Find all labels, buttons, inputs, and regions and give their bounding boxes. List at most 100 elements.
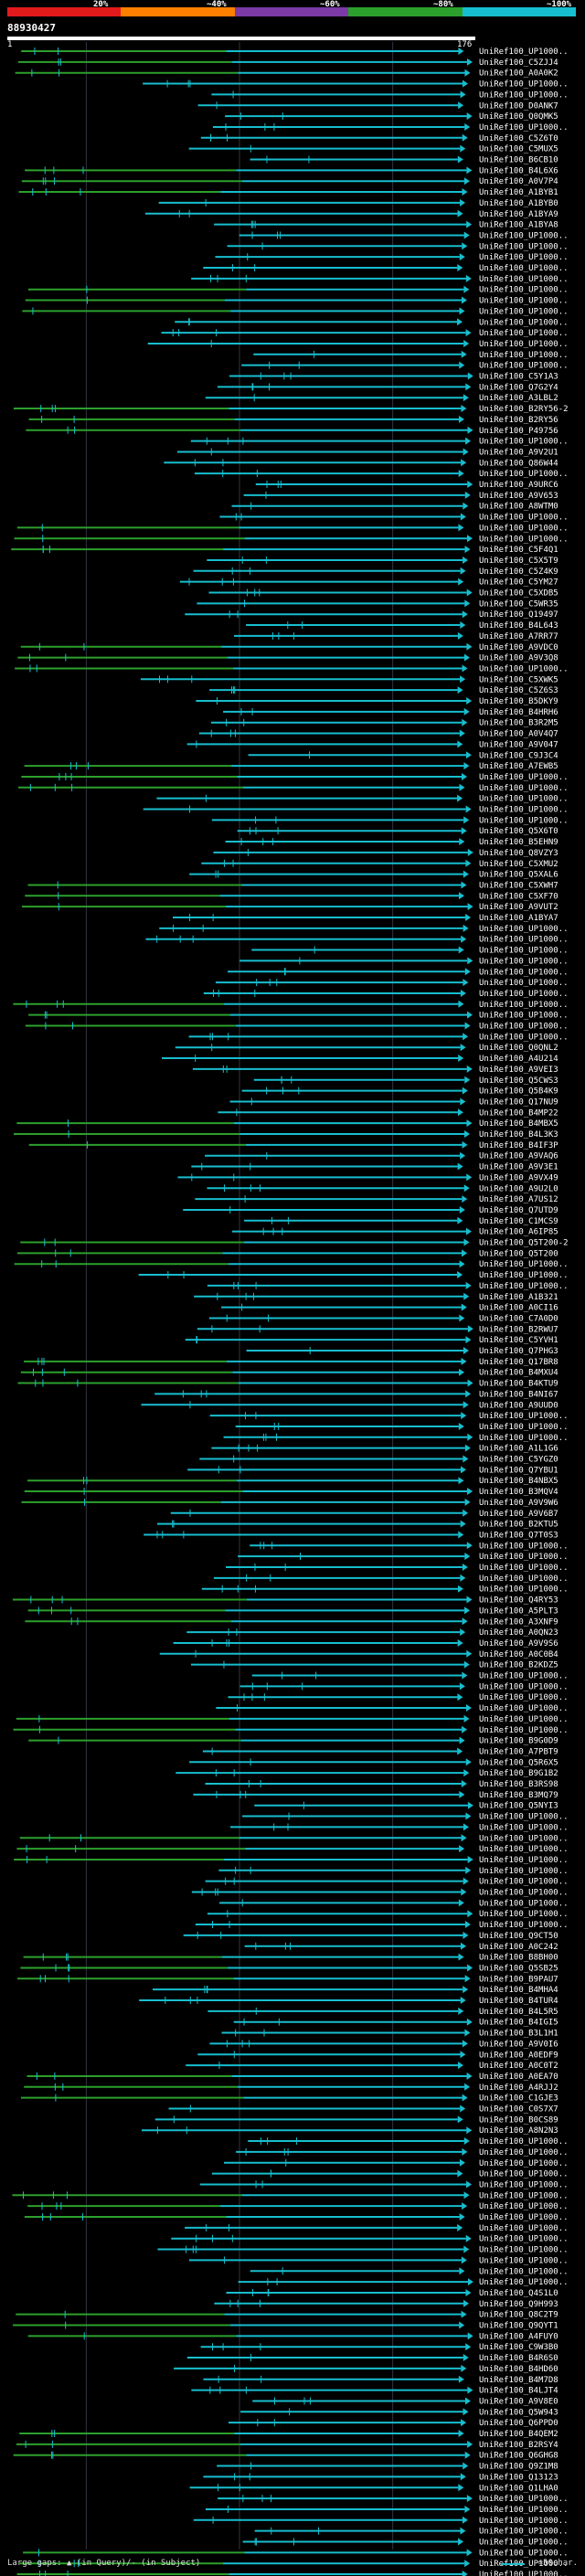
hit-row[interactable]: UniRef100_UP1000..	[212, 122, 569, 133]
hit-label[interactable]: UniRef100_UP1000..	[479, 1564, 569, 1573]
hit-label[interactable]: UniRef100_B4KTU9	[479, 1380, 558, 1389]
hit-label[interactable]: UniRef100_B4MBX5	[479, 1119, 558, 1129]
hit-row[interactable]: UniRef100_A3XNF9	[25, 1617, 558, 1627]
hit-label[interactable]: UniRef100_Q5CWS3	[479, 1076, 558, 1086]
hit-row[interactable]: UniRef100_B3MQV4	[24, 1488, 558, 1497]
hit-label[interactable]: UniRef100_B2RSY4	[479, 2441, 558, 2450]
hit-row[interactable]: UniRef100_A9V653	[243, 491, 558, 501]
hit-row[interactable]: UniRef100_C5Z6S3	[209, 686, 558, 695]
hit-row[interactable]: UniRef100_UP1000..	[239, 1682, 569, 1691]
hit-label[interactable]: UniRef100_UP1000..	[479, 1542, 569, 1551]
hit-row[interactable]: UniRef100_A9VAQ6	[205, 1151, 558, 1161]
hit-label[interactable]: UniRef100_C5F4Q1	[479, 546, 558, 555]
hit-row[interactable]: UniRef100_Q5B4K9	[241, 1087, 558, 1097]
hit-row[interactable]: UniRef100_UP1000..	[28, 285, 569, 295]
hit-row[interactable]: UniRef100_A9VEI3	[192, 1065, 558, 1075]
hit-label[interactable]: UniRef100_B5DKY9	[479, 697, 558, 706]
hit-row[interactable]: UniRef100_UP1000..	[218, 2495, 569, 2504]
hit-label[interactable]: UniRef100_Q6GHG8	[479, 2452, 558, 2461]
hit-label[interactable]: UniRef100_UP1000..	[479, 340, 569, 349]
hit-row[interactable]: UniRef100_UP1000..	[16, 524, 569, 533]
hit-label[interactable]: UniRef100_UP1000..	[479, 231, 569, 240]
hit-row[interactable]: UniRef100_UP1000..	[251, 946, 569, 956]
hit-row[interactable]: UniRef100_B4LJT4	[191, 2386, 558, 2396]
hit-row[interactable]: UniRef100_UP1000..	[145, 936, 569, 945]
hit-label[interactable]: UniRef100_UP1000..	[479, 2159, 569, 2168]
hit-label[interactable]: UniRef100_A9V8E0	[479, 2397, 558, 2406]
hit-label[interactable]: UniRef100_Q8C2T9	[479, 2311, 558, 2320]
hit-label[interactable]: UniRef100_UP1000..	[479, 1553, 569, 1562]
hit-row[interactable]: UniRef100_B5DKY9	[196, 697, 558, 706]
hit-row[interactable]: UniRef100_UP1000..	[207, 1910, 569, 1919]
hit-label[interactable]: UniRef100_C1GJE3	[479, 2094, 558, 2104]
hit-label[interactable]: UniRef100_A9VEI3	[479, 1065, 558, 1075]
hit-label[interactable]: UniRef100_UP1000..	[479, 535, 569, 544]
hit-row[interactable]: UniRef100_B4HRH6	[223, 707, 558, 717]
hit-label[interactable]: UniRef100_A9VUT2	[479, 903, 558, 912]
hit-row[interactable]: UniRef100_A8WTM0	[231, 502, 558, 512]
hit-row[interactable]: UniRef100_Q5SB25	[20, 1964, 558, 1973]
hit-label[interactable]: UniRef100_A0QN23	[479, 1628, 558, 1638]
hit-row[interactable]: UniRef100_B4KTU9	[17, 1379, 558, 1389]
hit-label[interactable]: UniRef100_UP1000..	[479, 2202, 569, 2211]
hit-row[interactable]: UniRef100_UP1000..	[242, 1812, 569, 1822]
hit-row[interactable]: UniRef100_A7EWB5	[24, 762, 558, 771]
hit-label[interactable]: UniRef100_UP1000..	[479, 2235, 569, 2244]
hit-row[interactable]: UniRef100_UP1000..	[250, 1542, 569, 1551]
hit-label[interactable]: UniRef100_Q9Z1M8	[479, 2463, 558, 2472]
hit-row[interactable]: UniRef100_A9VUT2	[21, 903, 558, 912]
hit-label[interactable]: UniRef100_UP1000..	[479, 1823, 569, 1832]
hit-row[interactable]: UniRef100_UP1000..	[201, 1585, 569, 1595]
hit-row[interactable]: UniRef100_A1BYA7	[173, 914, 558, 923]
hit-row[interactable]: UniRef100_Q5NYI3	[254, 1801, 558, 1811]
hit-label[interactable]: UniRef100_UP1000..	[479, 438, 569, 447]
hit-label[interactable]: UniRef100_A1BYA7	[479, 914, 558, 923]
hit-label[interactable]: UniRef100_UP1000..	[479, 1889, 569, 1898]
hit-row[interactable]: UniRef100_B4HD60	[174, 2364, 558, 2374]
hit-label[interactable]: UniRef100_Q86W44	[479, 459, 558, 468]
hit-row[interactable]: UniRef100_UP1000..	[175, 318, 569, 327]
hit-row[interactable]: UniRef100_P49756	[26, 426, 558, 436]
hit-row[interactable]: UniRef100_UP1000..	[13, 1000, 569, 1010]
hit-row[interactable]: UniRef100_A9URC6	[255, 481, 558, 490]
hit-row[interactable]: UniRef100_UP1000..	[241, 361, 569, 371]
hit-label[interactable]: UniRef100_A4RJJ2	[479, 2083, 558, 2093]
hit-row[interactable]: UniRef100_A9V6B7	[170, 1509, 558, 1519]
hit-row[interactable]: UniRef100_UP1000..	[22, 307, 569, 316]
hit-label[interactable]: UniRef100_A7US12	[479, 1195, 558, 1204]
hit-row[interactable]: UniRef100_B4MP22	[218, 1108, 558, 1118]
hit-row[interactable]: UniRef100_B4R6S0	[186, 2354, 558, 2363]
hit-label[interactable]: UniRef100_UP1000..	[479, 90, 569, 100]
hit-label[interactable]: UniRef100_UP1000..	[479, 947, 569, 956]
hit-label[interactable]: UniRef100_UP1000..	[479, 1856, 569, 1865]
hit-label[interactable]: UniRef100_B2RY56	[479, 416, 558, 425]
hit-row[interactable]: UniRef100_A3LBL2	[205, 394, 558, 403]
hit-label[interactable]: UniRef100_A0C242	[479, 1943, 558, 1952]
hit-label[interactable]: UniRef100_C5XDB5	[479, 589, 558, 599]
hit-label[interactable]: UniRef100_UP1000..	[479, 2278, 569, 2287]
hit-label[interactable]: UniRef100_B4NBX5	[479, 1477, 558, 1486]
hit-row[interactable]: UniRef100_Q17BR8	[24, 1357, 558, 1367]
hit-row[interactable]: UniRef100_UP1000..	[25, 1022, 569, 1032]
hit-row[interactable]: UniRef100_A1BYA9	[144, 209, 558, 219]
hit-label[interactable]: UniRef100_Q7UTD9	[479, 1206, 558, 1215]
hit-row[interactable]: UniRef100_UP1000..	[18, 783, 569, 793]
hit-row[interactable]: UniRef100_UP1000..	[209, 1412, 569, 1421]
hit-row[interactable]: UniRef100_UP1000..	[191, 1888, 569, 1898]
hit-label[interactable]: UniRef100_Q5W943	[479, 2408, 558, 2417]
hit-label[interactable]: UniRef100_A9V2U1	[479, 448, 558, 457]
hit-row[interactable]: UniRef100_UP1000..	[188, 2256, 569, 2265]
hit-label[interactable]: UniRef100_A7RR77	[479, 632, 558, 641]
hit-label[interactable]: UniRef100_UP1000..	[479, 2213, 569, 2222]
hit-row[interactable]: UniRef100_UP1000..	[14, 535, 569, 544]
hit-row[interactable]: UniRef100_UP1000..	[28, 1011, 569, 1021]
hit-row[interactable]: UniRef100_B5EHN9	[225, 838, 558, 847]
hit-row[interactable]: UniRef100_UP1000..	[16, 1845, 569, 1854]
hit-label[interactable]: UniRef100_C5Z6T0	[479, 134, 558, 143]
hit-label[interactable]: UniRef100_UP1000..	[479, 2549, 569, 2558]
hit-row[interactable]: UniRef100_C5YGZ0	[199, 1455, 558, 1465]
hit-row[interactable]: UniRef100_Q5T200	[16, 1249, 558, 1258]
hit-row[interactable]: UniRef100_UP1000..	[228, 1693, 569, 1702]
hit-row[interactable]: UniRef100_UP1000..	[226, 1564, 569, 1573]
hit-label[interactable]: UniRef100_A1BYA9	[479, 210, 558, 219]
